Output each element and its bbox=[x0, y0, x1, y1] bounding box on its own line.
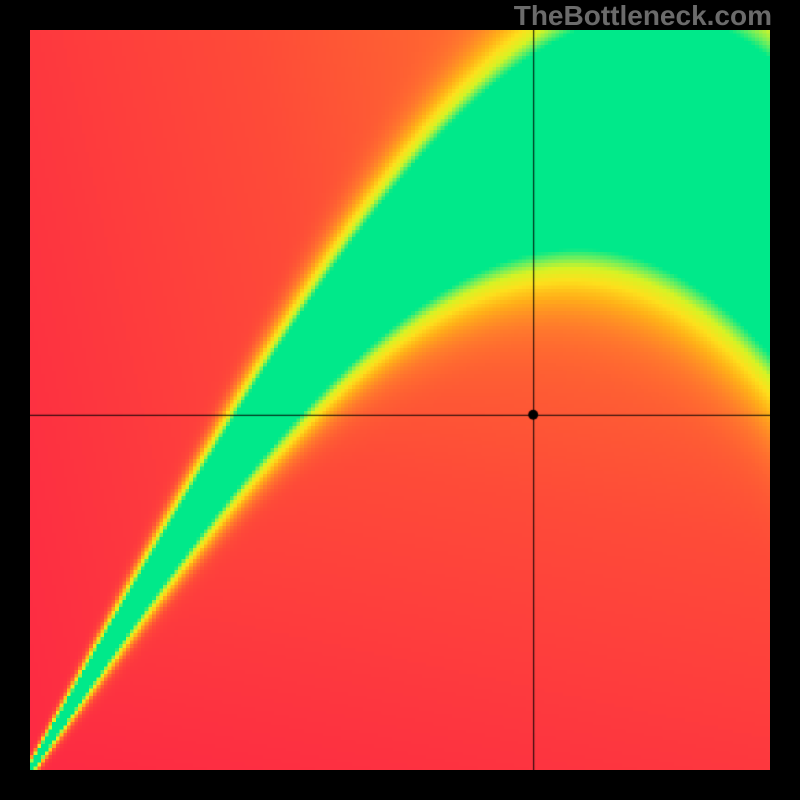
crosshair-overlay bbox=[30, 30, 770, 770]
chart-container: TheBottleneck.com bbox=[0, 0, 800, 800]
watermark-label: TheBottleneck.com bbox=[514, 0, 772, 32]
